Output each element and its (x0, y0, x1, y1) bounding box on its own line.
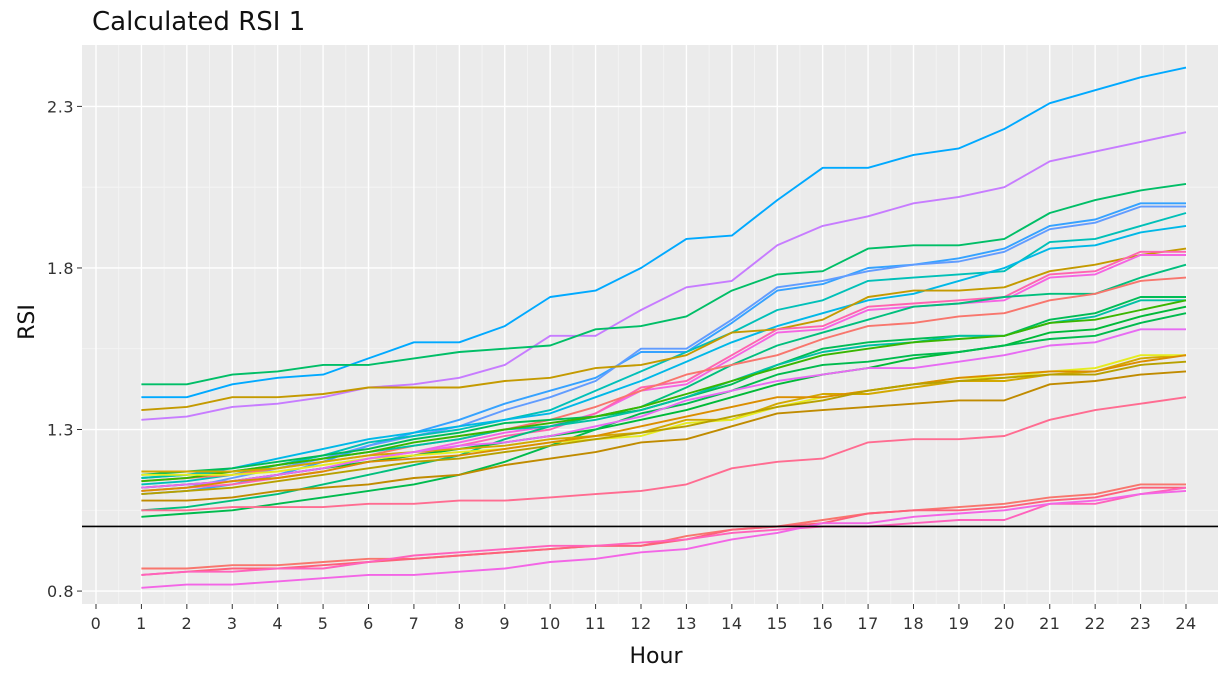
series-line-26 (141, 486, 1186, 576)
x-tick-label: 20 (994, 614, 1015, 633)
series-line-11 (141, 263, 1187, 512)
series-line-21 (141, 354, 1187, 492)
x-tick-label: 24 (1175, 614, 1196, 633)
x-tick-label: 9 (499, 614, 510, 633)
x-tick-label: 14 (721, 614, 742, 633)
chart-title: Calculated RSI 1 (92, 7, 305, 37)
x-tick-label: 1 (136, 614, 147, 633)
x-tick-label: 22 (1084, 614, 1105, 633)
series-line-2 (141, 131, 1187, 421)
y-tick-label: 0.8 (47, 582, 74, 601)
series-line-22 (141, 360, 1187, 496)
y-tick-label: 1.3 (47, 421, 74, 440)
series-line-4 (141, 202, 1186, 496)
y-axis: 0.8 1.3 1.8 2.3 (47, 97, 82, 601)
x-tick-label: 10 (539, 614, 560, 633)
x-tick-label: 3 (227, 614, 238, 633)
x-tick-label: 15 (767, 614, 788, 633)
x-axis: 0 1 2 3 4 5 6 7 8 9 10 11 12 13 14 15 16 17 18 19 20 21 22 23 24 (91, 604, 1196, 633)
x-tick-label: 18 (903, 614, 924, 633)
series-line-3 (141, 182, 1187, 386)
major-gridlines (82, 45, 1218, 604)
x-tick-label: 8 (454, 614, 465, 633)
x-tick-label: 0 (91, 614, 102, 633)
x-tick-label: 6 (363, 614, 374, 633)
series-line-28 (141, 489, 1187, 589)
series-line-7 (141, 224, 1187, 479)
series-line-23 (141, 370, 1187, 502)
series-lines (141, 66, 1187, 589)
x-tick-label: 19 (948, 614, 969, 633)
x-tick-label: 11 (585, 614, 606, 633)
series-line-15 (141, 299, 1187, 483)
y-tick-label: 2.3 (47, 97, 74, 116)
y-tick-label: 1.8 (47, 259, 74, 278)
x-tick-label: 16 (812, 614, 833, 633)
x-tick-label: 2 (181, 614, 192, 633)
x-tick-label: 17 (857, 614, 878, 633)
x-axis-title: Hour (630, 644, 684, 669)
x-tick-label: 5 (318, 614, 329, 633)
series-line-24 (141, 396, 1187, 512)
series-line-8 (141, 247, 1187, 412)
x-tick-label: 7 (409, 614, 420, 633)
y-axis-title: RSI (15, 304, 40, 340)
series-line-1 (141, 66, 1187, 399)
minor-gridlines (82, 45, 1218, 604)
x-tick-label: 23 (1130, 614, 1151, 633)
x-tick-label: 12 (630, 614, 651, 633)
x-tick-label: 21 (1039, 614, 1060, 633)
x-tick-label: 4 (272, 614, 283, 633)
series-line-18 (141, 354, 1187, 473)
series-line-27 (141, 486, 1187, 576)
series-line-20 (141, 328, 1186, 489)
x-tick-label: 13 (676, 614, 697, 633)
